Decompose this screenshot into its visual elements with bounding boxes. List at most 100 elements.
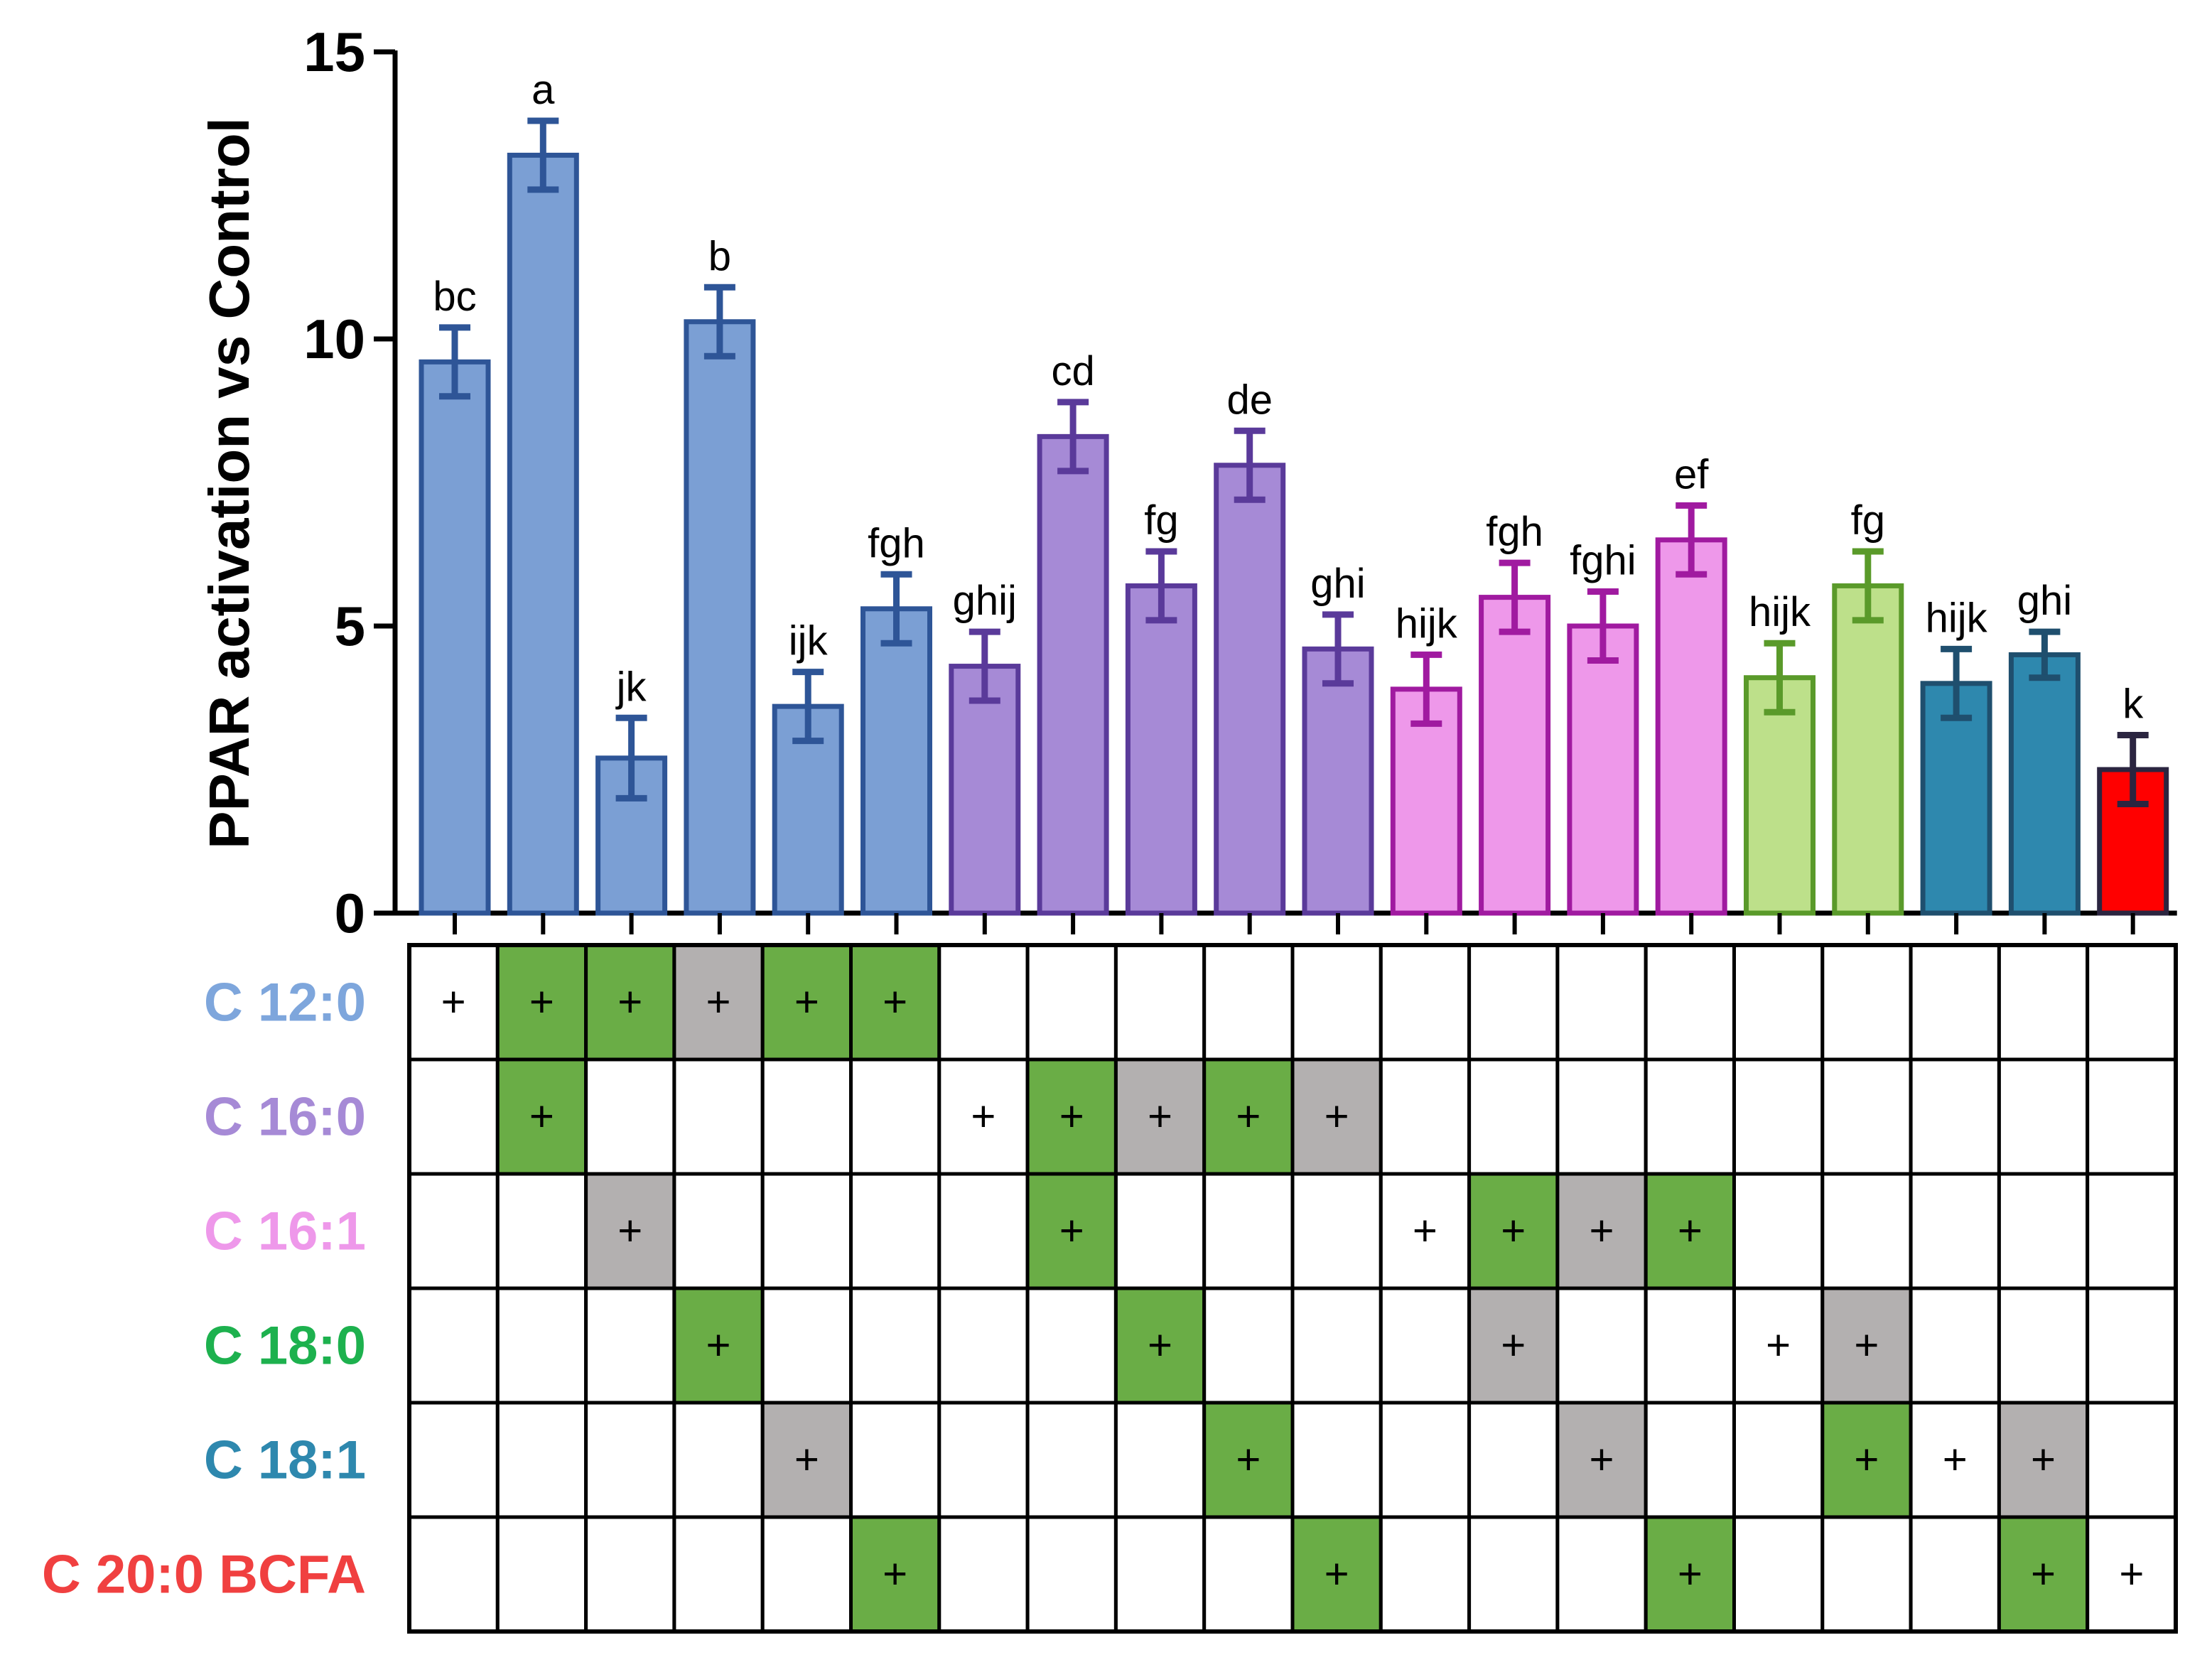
composition-matrix: C 12:0 + + + + + + C 16:0 + + + + + + C 16:1 + + + + + + C 18… <box>42 943 2178 1634</box>
matrix-cell <box>495 943 588 1062</box>
plus-mark: + <box>794 1436 819 1484</box>
matrix-cell <box>849 1057 942 1176</box>
plus-mark: + <box>1324 1550 1349 1598</box>
bar <box>1302 646 1374 916</box>
matrix-cell <box>495 1286 588 1405</box>
bar <box>949 664 1021 916</box>
matrix-cell <box>1732 1172 1825 1290</box>
matrix-cell <box>1644 943 1736 1062</box>
matrix-cell <box>1555 1515 1648 1634</box>
bar <box>684 319 756 916</box>
matrix-border <box>407 943 2178 1634</box>
matrix-cell <box>1290 1172 1383 1290</box>
matrix-cell <box>407 1172 500 1290</box>
plus-mark: + <box>529 1093 554 1140</box>
matrix-cell <box>1909 1401 2001 1519</box>
row-label: C 16:1 <box>204 1202 366 1262</box>
matrix-cell <box>1909 1172 2001 1290</box>
y-tick-label: 5 <box>335 595 365 657</box>
matrix-cell <box>1467 943 1560 1062</box>
row-label: C 18:0 <box>204 1316 366 1376</box>
matrix-cell <box>849 943 942 1062</box>
bar <box>2008 652 2081 916</box>
matrix-cell <box>1290 1515 1383 1634</box>
matrix-cell <box>1379 1172 1472 1290</box>
matrix-cell <box>1202 1057 1295 1176</box>
significance-letter: cd <box>1051 348 1094 394</box>
significance-letter: ghi <box>2017 578 2072 624</box>
plus-mark: + <box>1943 1436 1968 1484</box>
matrix-cell <box>672 1515 765 1634</box>
matrix-cell <box>407 1401 500 1519</box>
bar <box>860 606 932 916</box>
row-label: C 12:0 <box>204 973 366 1033</box>
matrix-cell <box>584 1286 676 1405</box>
matrix-cell <box>1202 943 1295 1062</box>
matrix-cell <box>672 1057 765 1176</box>
plus-mark: + <box>617 978 642 1026</box>
y-tick-label: 10 <box>303 308 365 370</box>
matrix-cell <box>760 1515 853 1634</box>
matrix-cell <box>1732 1515 1825 1634</box>
matrix-cell <box>849 1286 942 1405</box>
significance-letter: ijk <box>789 618 829 664</box>
significance-letter: ghi <box>1310 561 1365 607</box>
matrix-cell <box>407 1286 500 1405</box>
matrix-cell <box>1820 1401 1913 1519</box>
matrix-cell <box>937 943 1030 1062</box>
bar <box>507 152 579 916</box>
plus-mark: + <box>1678 1550 1703 1598</box>
matrix-cell <box>584 1401 676 1519</box>
matrix-cell <box>1025 1401 1118 1519</box>
matrix-cell <box>760 1172 853 1290</box>
matrix-cell <box>495 1515 588 1634</box>
plus-mark: + <box>1413 1207 1437 1255</box>
plus-mark: + <box>1059 1207 1084 1255</box>
matrix-cell <box>1113 1515 1207 1634</box>
y-tick-label: 0 <box>335 882 365 944</box>
matrix-cell <box>1820 1172 1913 1290</box>
plus-mark: + <box>1059 1093 1084 1140</box>
matrix-cell <box>1202 1515 1295 1634</box>
matrix-cell <box>1732 1057 1825 1176</box>
bar <box>1037 433 1109 916</box>
matrix-cell <box>760 1057 853 1176</box>
matrix-cell <box>1997 1515 2090 1634</box>
matrix-cell <box>1909 943 2001 1062</box>
plus-mark: + <box>2031 1550 2056 1598</box>
matrix-cell <box>1290 1286 1383 1405</box>
matrix-cell <box>1909 1057 2001 1176</box>
plus-mark: + <box>1678 1207 1703 1255</box>
matrix-cell <box>1379 1286 1472 1405</box>
matrix-cell <box>1025 1057 1118 1176</box>
matrix-cell <box>937 1515 1030 1634</box>
matrix-cell <box>1467 1286 1560 1405</box>
matrix-cell <box>1644 1057 1736 1176</box>
matrix-cell <box>1113 943 1207 1062</box>
significance-letter: fgh <box>1486 509 1543 555</box>
plus-mark: + <box>1324 1093 1349 1140</box>
row-label: C 16:0 <box>204 1087 366 1148</box>
matrix-cell <box>1555 1286 1648 1405</box>
matrix-cell <box>1467 1515 1560 1634</box>
matrix-cell <box>584 1515 676 1634</box>
matrix-cell <box>937 1286 1030 1405</box>
matrix-cell <box>1644 1286 1736 1405</box>
significance-letter: de <box>1226 377 1273 423</box>
plus-mark: + <box>529 978 554 1026</box>
plus-mark: + <box>2031 1436 2056 1484</box>
plus-mark: + <box>1236 1093 1261 1140</box>
matrix-cell <box>2086 1401 2178 1519</box>
matrix-cell <box>1732 943 1825 1062</box>
plus-mark: + <box>1501 1207 1526 1255</box>
matrix-cell <box>937 1401 1030 1519</box>
bar <box>1125 583 1197 916</box>
bar <box>1214 463 1286 916</box>
plus-mark: + <box>1148 1322 1172 1369</box>
matrix-cell <box>1025 1515 1118 1634</box>
plus-mark: + <box>794 978 819 1026</box>
matrix-cell <box>1820 1057 1913 1176</box>
matrix-cell <box>1379 943 1472 1062</box>
matrix-cell <box>1379 1515 1472 1634</box>
matrix-cell <box>1820 943 1913 1062</box>
